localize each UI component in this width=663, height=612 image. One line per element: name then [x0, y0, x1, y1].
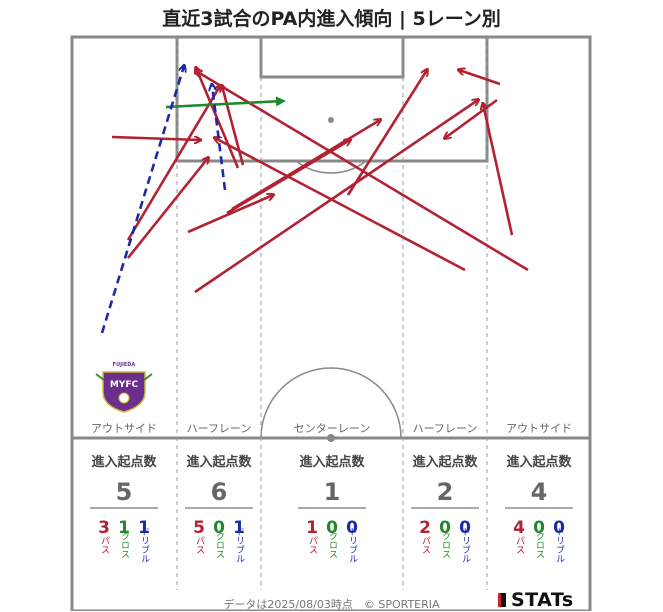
lane-stats-outside-right: 進入起点数 4 4 0 0 パス クロス ドリブル	[505, 454, 573, 563]
lane-label-center: センターレーン	[294, 422, 370, 435]
svg-text:2: 2	[419, 518, 431, 538]
pass-arrow	[194, 100, 478, 294]
svg-text:5: 5	[193, 518, 205, 538]
lane-total: 4	[531, 478, 548, 506]
lane-label-outside-left: アウトサイド	[91, 422, 157, 435]
stats-logo-text: STATs	[511, 589, 574, 611]
svg-text:パス: パス	[99, 536, 110, 554]
pass-arrow	[445, 98, 498, 138]
dribble-arrow	[100, 66, 184, 334]
lane-label-halflane-right: ハーフレーン	[413, 422, 478, 435]
pass-arrow	[196, 71, 529, 272]
goal-area	[259, 35, 405, 79]
svg-text:1: 1	[306, 518, 318, 538]
svg-text:FUJIEDA: FUJIEDA	[113, 362, 136, 368]
svg-text:進入起点数: 進入起点数	[91, 454, 157, 470]
lane-total: 5	[116, 478, 133, 506]
svg-text:ドリブル: ドリブル	[347, 527, 358, 563]
svg-text:進入起点数: 進入起点数	[186, 454, 252, 470]
pass-arrow	[483, 104, 514, 236]
svg-text:0: 0	[533, 518, 545, 538]
svg-text:クロス: クロス	[327, 531, 337, 558]
svg-text:0: 0	[459, 518, 471, 538]
svg-text:3: 3	[98, 518, 110, 538]
dribble-arrow	[212, 85, 227, 191]
svg-text:0: 0	[553, 518, 565, 538]
lane-stats-halflane-left: 進入起点数 6 5 0 1 パス クロス ドリブル	[185, 454, 253, 563]
pass-arrow	[215, 138, 466, 272]
pass-arrow	[459, 70, 501, 86]
svg-text:MYFC: MYFC	[110, 380, 139, 390]
pass-arrow	[346, 70, 427, 196]
lane-label-outside-right: アウトサイド	[506, 422, 572, 435]
lane-stats-center: 進入起点数 1 1 0 0 パス クロス ドリブル	[298, 454, 366, 563]
page-title: 直近3試合のPA内進入傾向 | 5レーン別	[162, 8, 501, 30]
pass-arrow	[111, 135, 200, 140]
lane-total: 6	[211, 478, 228, 506]
svg-text:クロス: クロス	[534, 531, 544, 558]
svg-text:4: 4	[513, 518, 525, 538]
svg-text:パス: パス	[307, 536, 318, 554]
pass-arrows	[111, 68, 529, 294]
svg-text:0: 0	[439, 518, 451, 538]
svg-text:0: 0	[346, 518, 358, 538]
svg-text:進入起点数: 進入起点数	[506, 454, 572, 470]
svg-text:クロス: クロス	[440, 531, 450, 558]
svg-text:進入起点数: 進入起点数	[299, 454, 365, 470]
dribble-arrows	[100, 66, 227, 334]
svg-text:パス: パス	[194, 536, 205, 554]
svg-text:ドリブル: ドリブル	[460, 527, 471, 563]
lane-total: 2	[437, 478, 454, 506]
lane-total: 1	[324, 478, 341, 506]
center-spot	[327, 434, 335, 442]
club-crest-icon: FUJIEDA MYFC	[95, 362, 153, 413]
svg-text:ドリブル: ドリブル	[139, 527, 150, 563]
pass-arrow	[231, 120, 380, 211]
svg-text:1: 1	[233, 518, 245, 538]
pass-arrow	[126, 86, 220, 241]
svg-text:ドリブル: ドリブル	[554, 527, 565, 563]
lane-stats-outside-left: 進入起点数 5 3 1 1 パス クロス ドリブル	[90, 454, 158, 563]
svg-text:パス: パス	[514, 536, 525, 554]
svg-text:1: 1	[138, 518, 150, 538]
svg-text:1: 1	[118, 518, 130, 538]
stats-logo: STATs	[498, 589, 574, 611]
svg-text:パス: パス	[420, 536, 431, 554]
center-circle	[260, 367, 402, 439]
svg-text:ドリブル: ドリブル	[234, 527, 245, 563]
footer-credit: データは2025/08/03時点 © SPORTERIA	[223, 598, 440, 611]
pass-arrow	[126, 158, 208, 259]
lane-label-halflane-left: ハーフレーン	[187, 422, 252, 435]
svg-text:0: 0	[213, 518, 225, 538]
svg-text:進入起点数: 進入起点数	[412, 454, 478, 470]
svg-text:クロス: クロス	[119, 531, 129, 558]
svg-text:クロス: クロス	[214, 531, 224, 558]
penalty-spot	[328, 117, 334, 123]
stats-logo-icon	[498, 593, 506, 607]
lane-stats: 進入起点数 5 3 1 1 パス クロス ドリブル 進入起点数 6 5 0 1 …	[90, 454, 573, 563]
pass-arrow	[187, 195, 273, 234]
cross-arrow	[165, 96, 286, 109]
svg-text:0: 0	[326, 518, 338, 538]
lane-stats-halflane-right: 進入起点数 2 2 0 0 パス クロス ドリブル	[411, 454, 479, 563]
